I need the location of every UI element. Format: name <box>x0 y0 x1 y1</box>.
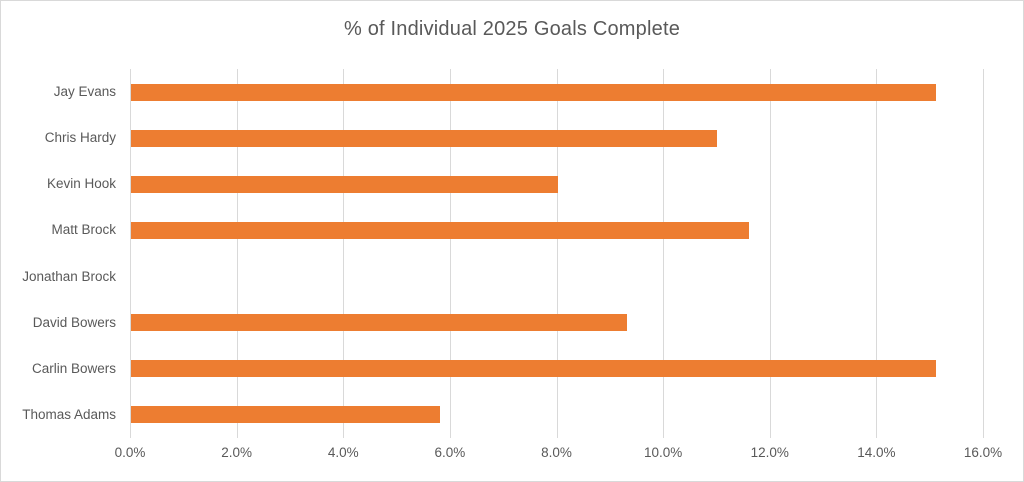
bar <box>131 129 718 147</box>
category-label: Jonathan Brock <box>22 268 116 284</box>
gridline <box>876 69 878 438</box>
x-tick-label: 16.0% <box>963 445 1003 460</box>
gridline <box>556 69 558 438</box>
x-tick-label: 0.0% <box>114 445 146 460</box>
bar <box>131 314 627 332</box>
category-label: Carlin Bowers <box>31 360 116 376</box>
gridline <box>663 69 665 438</box>
x-tick-label: 6.0% <box>434 445 466 460</box>
gridline <box>343 69 345 438</box>
x-tick-label: 10.0% <box>643 445 683 460</box>
category-label: Thomas Adams <box>22 406 116 422</box>
category-label: Matt Brock <box>51 222 116 238</box>
gridline <box>236 69 238 438</box>
bar <box>131 221 750 239</box>
gridline <box>449 69 451 438</box>
value-axis-line <box>130 69 131 438</box>
bar <box>131 406 441 424</box>
bar <box>131 175 558 193</box>
category-label: Chris Hardy <box>44 130 116 146</box>
bar <box>131 360 937 378</box>
gridline <box>769 69 771 438</box>
category-label: David Bowers <box>32 314 116 330</box>
chart-title: % of Individual 2025 Goals Complete <box>343 18 681 40</box>
x-tick-label: 4.0% <box>327 445 359 460</box>
gridline <box>983 69 984 438</box>
x-tick-label: 12.0% <box>750 445 789 460</box>
category-label: Jay Evans <box>53 84 116 100</box>
x-tick-label: 8.0% <box>541 445 572 460</box>
x-tick-label: 14.0% <box>857 445 896 460</box>
x-tick-label: 2.0% <box>221 445 253 460</box>
category-label: Kevin Hook <box>46 176 116 192</box>
bar <box>131 83 937 101</box>
